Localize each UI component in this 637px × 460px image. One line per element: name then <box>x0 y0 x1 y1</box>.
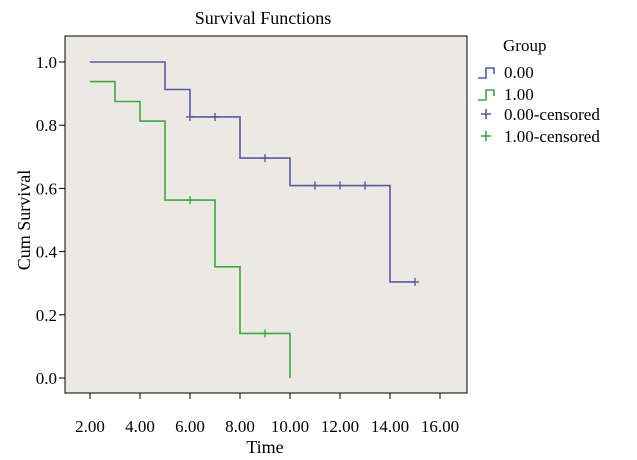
legend-title: Group <box>503 36 546 55</box>
x-tick-label: 12.00 <box>321 417 359 436</box>
y-tick-label: 0.8 <box>36 116 57 135</box>
legend-censor-symbol <box>481 109 491 119</box>
x-tick-label: 6.00 <box>175 417 205 436</box>
x-tick-label: 16.00 <box>421 417 459 436</box>
legend-entry-label: 1.00-censored <box>504 127 600 146</box>
y-tick-label: 0.4 <box>36 243 58 262</box>
censor-mark-0.00 <box>336 181 344 190</box>
chart-title: Survival Functions <box>195 8 332 28</box>
x-axis-title: Time <box>246 437 283 457</box>
series-layer <box>90 61 419 378</box>
legend: Group 0.00 1.000.00-censored 1.00-censored <box>478 36 600 146</box>
y-tick-label: 1.0 <box>36 53 57 72</box>
legend-step-symbol <box>478 89 495 101</box>
censor-mark-0.00 <box>186 112 194 121</box>
censor-mark-0.00 <box>411 277 419 286</box>
y-tick-label: 0.0 <box>36 369 57 388</box>
censor-mark-0.00 <box>211 112 219 121</box>
legend-entry-label: 1.00 <box>504 85 534 104</box>
x-tick-label: 10.00 <box>271 417 309 436</box>
legend-entry-label: 0.00 <box>504 63 534 82</box>
x-tick-label: 14.00 <box>371 417 409 436</box>
y-tick-label: 0.2 <box>36 306 57 325</box>
legend-step-symbol <box>478 67 495 79</box>
legend-censor-symbol <box>481 131 491 141</box>
series-line-0.00 <box>90 61 415 283</box>
axis-layer: 2.00 4.00 6.00 8.00 10.00 12.00 14.00 16.00 0.0 0… <box>36 53 459 436</box>
x-tick-label: 4.00 <box>125 417 155 436</box>
censor-mark-0.00 <box>361 181 369 190</box>
censor-mark-0.00 <box>311 181 319 190</box>
censor-mark-0.00 <box>261 154 269 163</box>
censor-mark-1.00 <box>261 329 269 338</box>
y-tick-label: 0.6 <box>36 179 57 198</box>
y-axis-title: Cum Survival <box>14 170 34 271</box>
legend-entry-label: 0.00-censored <box>504 105 600 124</box>
x-tick-label: 2.00 <box>75 417 105 436</box>
x-tick-label: 8.00 <box>225 417 255 436</box>
censor-mark-1.00 <box>186 196 194 205</box>
plot-area <box>64 35 468 394</box>
series-line-1.00 <box>90 80 291 378</box>
